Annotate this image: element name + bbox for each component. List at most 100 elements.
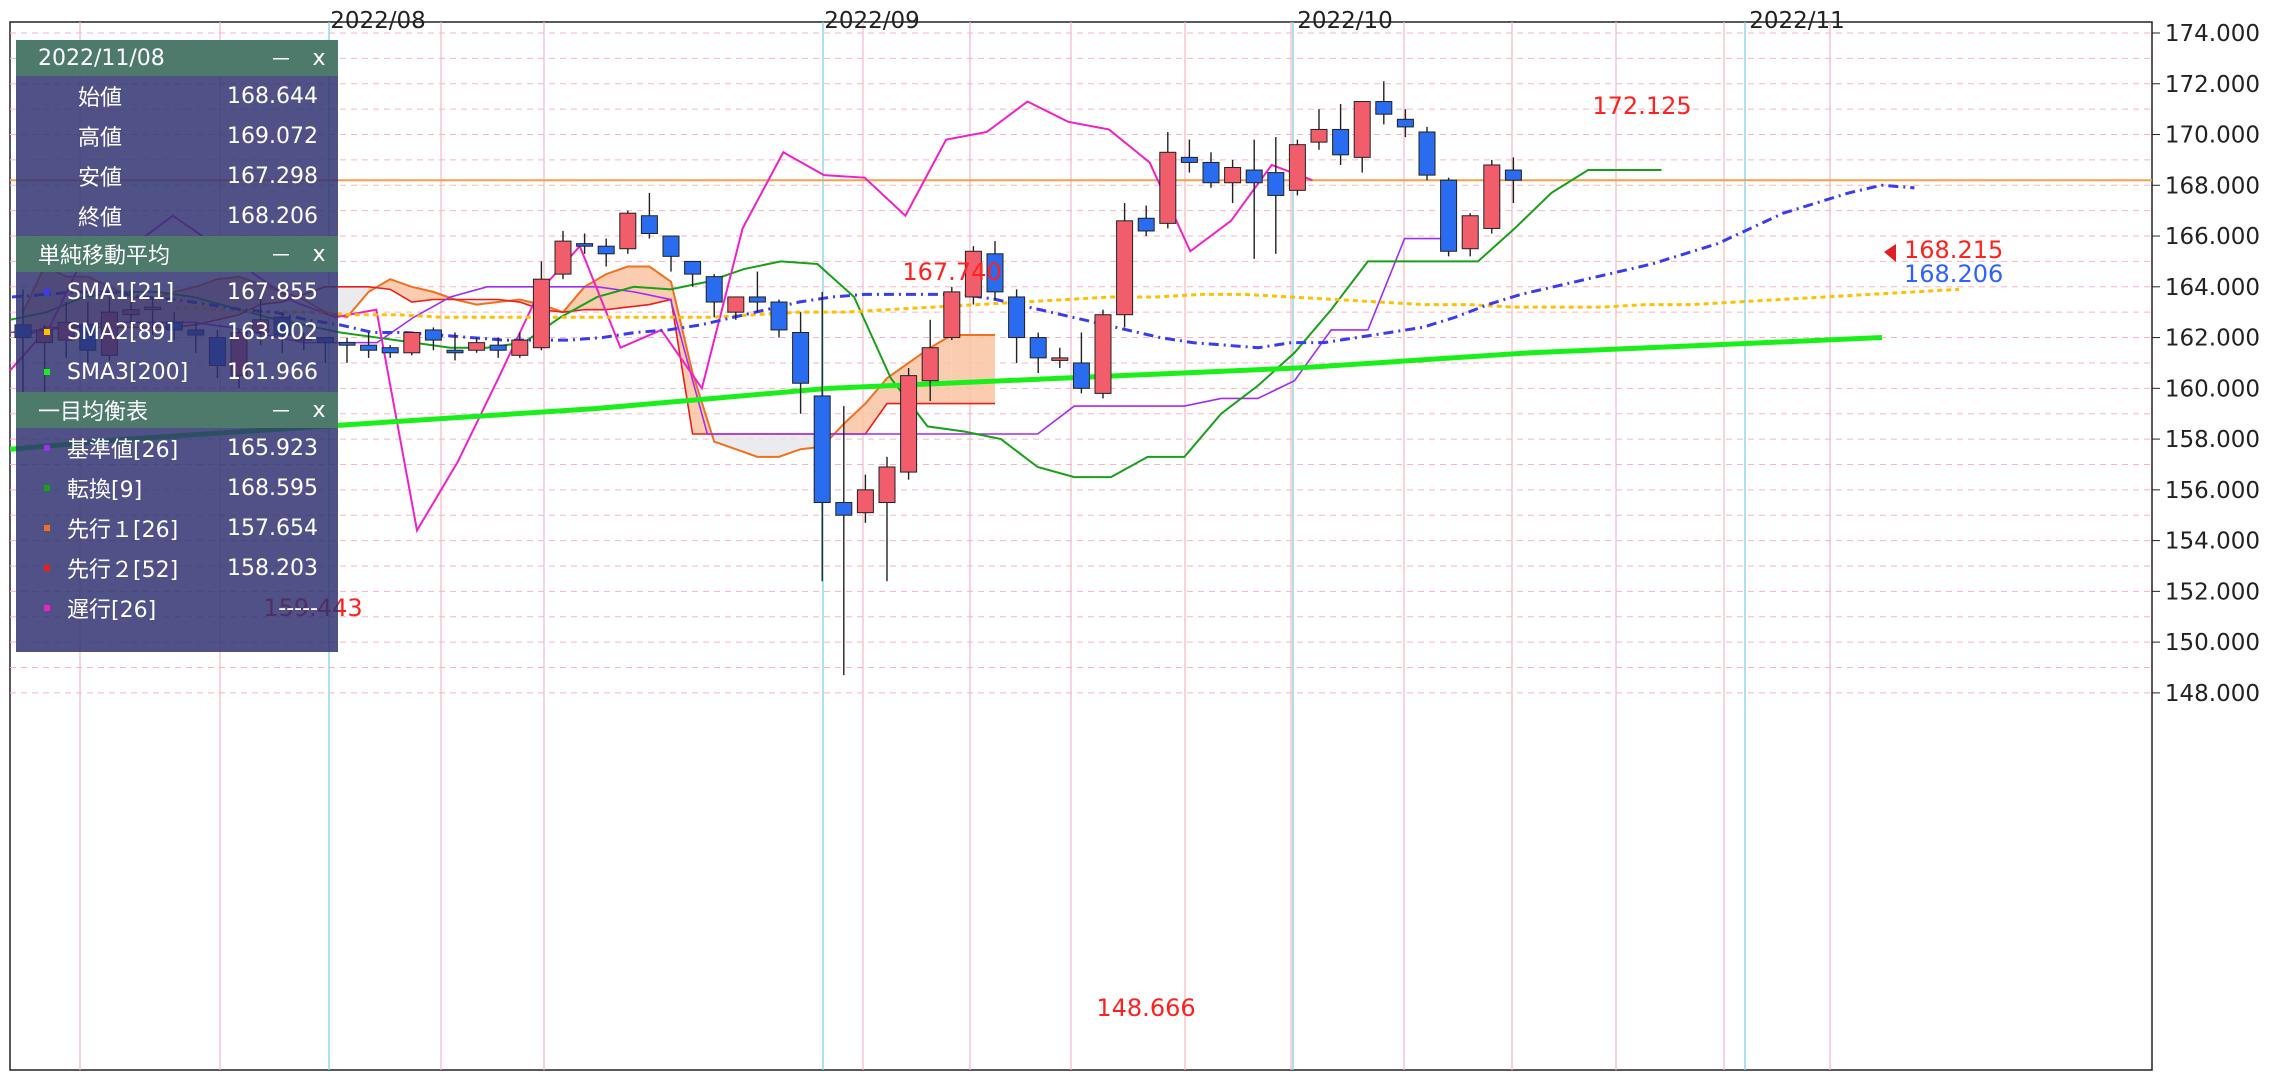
- candle-body: [662, 235, 680, 257]
- candle-body: [554, 240, 572, 275]
- y-tick-label: 164.000: [2165, 275, 2260, 301]
- ichimoku-value: 168.595: [227, 475, 318, 501]
- ohlc-label: 高値: [78, 126, 123, 151]
- y-tick-label: 174.000: [2165, 21, 2260, 47]
- candle-body: [986, 253, 1004, 293]
- candle-body: [1137, 217, 1155, 232]
- candle-body: [813, 395, 831, 504]
- candle-body: [964, 250, 982, 298]
- candle-body: [1504, 169, 1522, 181]
- ohlc-label: 終値: [78, 206, 123, 231]
- candle-body: [1288, 144, 1306, 191]
- cloud-segment: [649, 266, 671, 305]
- ichimoku-label: 遅行[26]: [67, 598, 157, 623]
- candle-body: [792, 331, 810, 384]
- ichimoku-label: 転換[9]: [67, 478, 143, 503]
- panel-date-header[interactable]: 2022/11/08 － x: [16, 40, 338, 76]
- y-tick-label: 154.000: [2165, 529, 2260, 555]
- y-tick-label: 172.000: [2165, 72, 2260, 98]
- ohlc-label: 安値: [78, 166, 123, 191]
- candle-body: [468, 342, 486, 351]
- ohlc-label: 始値: [78, 86, 123, 111]
- panel-ichimoku-header[interactable]: 一目均衡表 － x: [16, 392, 338, 428]
- candle-body: [1375, 101, 1393, 115]
- sma-value: 161.966: [227, 359, 318, 385]
- ichimoku-row: 転換[9] 168.595: [16, 468, 338, 508]
- ohlc-row-close: 終値 168.206: [16, 196, 338, 236]
- last-price-marker: [1884, 244, 1896, 262]
- candle-body: [1353, 101, 1371, 158]
- y-tick-label: 160.000: [2165, 376, 2260, 402]
- sma-label: SMA3[200]: [67, 359, 189, 385]
- candle-body: [835, 502, 853, 516]
- legend-swatch: [44, 565, 50, 571]
- x-tick-label: 2022/09: [824, 8, 920, 34]
- panel-sma-header[interactable]: 単純移動平均 － x: [16, 236, 338, 272]
- legend-swatch: [44, 525, 50, 531]
- candle-body: [381, 347, 399, 354]
- legend-swatch: [44, 605, 50, 611]
- ichimoku-value: 158.203: [227, 555, 318, 581]
- info-panel: 2022/11/08 － x 始値 168.644 高値 169.072 安値 167…: [16, 40, 338, 652]
- candle-body: [640, 215, 658, 235]
- prev-high-label: 167.740: [902, 258, 1001, 286]
- minimize-button[interactable]: －: [269, 400, 292, 425]
- y-tick-label: 166.000: [2165, 224, 2260, 250]
- candle-body: [1267, 172, 1285, 196]
- cloud-segment: [757, 434, 779, 457]
- ohlc-value: 168.644: [227, 83, 318, 109]
- legend-swatch: [44, 485, 50, 491]
- minimize-button[interactable]: －: [269, 48, 292, 73]
- candle-body: [576, 243, 594, 247]
- y-tick-label: 168.000: [2165, 173, 2260, 199]
- ichimoku-row: 先行１[26] 157.654: [16, 508, 338, 548]
- candle-body: [511, 339, 529, 356]
- sma-label: SMA1[21]: [67, 279, 175, 305]
- candle-body: [856, 489, 874, 514]
- cloud-segment: [951, 335, 974, 404]
- candle-body: [1332, 128, 1350, 156]
- sma-value: 163.902: [227, 319, 318, 345]
- sma1-line: [11, 183, 1915, 350]
- y-tick-label: 156.000: [2165, 478, 2260, 504]
- candle-body: [1418, 131, 1436, 176]
- ichimoku-title: 一目均衡表: [38, 400, 149, 425]
- candle-body: [1224, 167, 1242, 184]
- candle-body: [597, 245, 615, 255]
- candle-body: [424, 329, 442, 341]
- low-label: 148.666: [1096, 994, 1195, 1022]
- ichimoku-row: 遅行[26] -----: [16, 588, 338, 628]
- close-button[interactable]: x: [312, 397, 326, 423]
- close-button[interactable]: x: [312, 45, 326, 71]
- candle-body: [1245, 169, 1263, 184]
- legend-swatch: [44, 445, 50, 451]
- cloud-segment: [411, 286, 434, 303]
- sma-value: 167.855: [227, 279, 318, 305]
- candle-body: [684, 260, 702, 275]
- candle-body: [1310, 128, 1328, 143]
- last-price-upper: 168.215: [1904, 236, 2003, 264]
- candle-body: [1051, 357, 1069, 361]
- candle-body: [489, 344, 507, 351]
- candle-body: [1180, 156, 1198, 163]
- y-tick-label: 162.000: [2165, 326, 2260, 352]
- plot-frame: [9, 21, 2153, 1071]
- cloud-segment: [865, 378, 887, 435]
- panel-date: 2022/11/08: [38, 45, 165, 71]
- ohlc-row-open: 始値 168.644: [16, 76, 338, 116]
- minimize-button[interactable]: －: [269, 244, 292, 269]
- candle-body: [1440, 179, 1458, 252]
- y-tick-label: 148.000: [2165, 681, 2260, 707]
- x-tick-label: 2022/08: [330, 8, 426, 34]
- legend-swatch: [44, 369, 50, 375]
- sma-row: SMA2[89] 163.902: [16, 312, 338, 352]
- candle-body: [943, 291, 961, 339]
- ichimoku-label: 先行１[26]: [67, 518, 179, 543]
- candle-body: [1029, 337, 1047, 359]
- y-tick-label: 170.000: [2165, 123, 2260, 149]
- ichimoku-label: 基準値[26]: [67, 438, 179, 463]
- last-price-lower: 168.206: [1904, 260, 2003, 288]
- close-button[interactable]: x: [312, 241, 326, 267]
- ohlc-list: 始値 168.644 高値 169.072 安値 167.298 終値 168.206: [16, 76, 338, 236]
